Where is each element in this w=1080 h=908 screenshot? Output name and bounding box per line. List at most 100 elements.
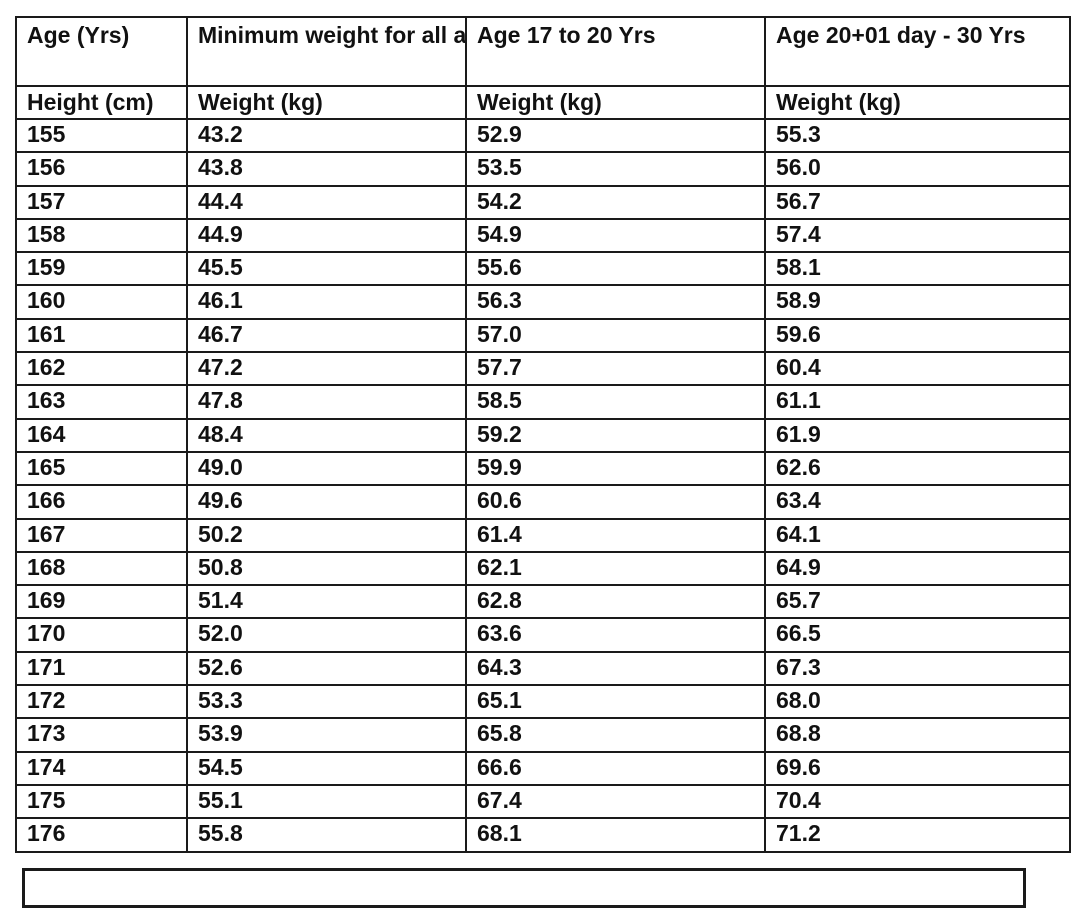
- cell-height: 162: [15, 351, 188, 387]
- cell-min-weight: 49.6: [186, 484, 467, 520]
- cell-weight-20-30: 60.4: [764, 351, 1071, 387]
- cell-weight-17-20: 54.2: [465, 184, 766, 220]
- table-row: 170 52.0 63.6 66.5: [15, 617, 1071, 653]
- cell-weight-20-30: 64.1: [764, 517, 1071, 553]
- cell-weight-17-20: 55.6: [465, 251, 766, 287]
- table-row: 159 45.5 55.6 58.1: [15, 251, 1071, 287]
- cell-min-weight: 49.0: [186, 450, 467, 487]
- table-row: 165 49.0 59.9 62.6: [15, 450, 1071, 487]
- cell-weight-17-20: 54.9: [465, 217, 766, 254]
- cell-height: 176: [15, 817, 188, 853]
- cell-weight-17-20: 65.1: [465, 684, 766, 720]
- cell-weight-17-20: 58.5: [465, 384, 766, 420]
- table-row: 167 50.2 61.4 64.1: [15, 517, 1071, 553]
- table-row: 173 53.9 65.8 68.8: [15, 717, 1071, 753]
- cell-weight-20-30: 70.4: [764, 783, 1071, 820]
- header-weight-kg-17-20: Weight (kg): [465, 85, 766, 120]
- table-row: 155 43.2 52.9 55.3: [15, 117, 1071, 154]
- bottom-box-frame: [22, 868, 1026, 908]
- cell-weight-17-20: 63.6: [465, 617, 766, 653]
- header-height-cm: Height (cm): [15, 85, 188, 120]
- cell-min-weight: 47.8: [186, 384, 467, 420]
- cell-weight-17-20: 57.0: [465, 317, 766, 354]
- table-row: 160 46.1 56.3 58.9: [15, 284, 1071, 320]
- cell-weight-20-30: 56.7: [764, 184, 1071, 220]
- cell-weight-20-30: 67.3: [764, 650, 1071, 687]
- cell-weight-20-30: 63.4: [764, 484, 1071, 520]
- header-row-age: Age (Yrs) Minimum weight for all ages Ag…: [15, 16, 1071, 87]
- table-row: 156 43.8 53.5 56.0: [15, 151, 1071, 187]
- cell-weight-17-20: 59.9: [465, 450, 766, 487]
- cell-min-weight: 55.8: [186, 817, 467, 853]
- cell-weight-17-20: 65.8: [465, 717, 766, 753]
- cell-weight-20-30: 69.6: [764, 750, 1071, 786]
- cell-height: 156: [15, 151, 188, 187]
- cell-height: 173: [15, 717, 188, 753]
- table-row: 174 54.5 66.6 69.6: [15, 750, 1071, 786]
- cell-min-weight: 55.1: [186, 783, 467, 820]
- header-age-17-20: Age 17 to 20 Yrs: [465, 16, 766, 87]
- table-row: 158 44.9 54.9 57.4: [15, 217, 1071, 254]
- cell-min-weight: 45.5: [186, 251, 467, 287]
- cell-height: 166: [15, 484, 188, 520]
- cell-weight-17-20: 62.8: [465, 584, 766, 620]
- cell-weight-17-20: 66.6: [465, 750, 766, 786]
- table-row: 166 49.6 60.6 63.4: [15, 484, 1071, 520]
- cell-height: 175: [15, 783, 188, 820]
- table-row: 157 44.4 54.2 56.7: [15, 184, 1071, 220]
- cell-weight-17-20: 60.6: [465, 484, 766, 520]
- cell-min-weight: 53.3: [186, 684, 467, 720]
- table-row: 162 47.2 57.7 60.4: [15, 351, 1071, 387]
- cell-weight-20-30: 57.4: [764, 217, 1071, 254]
- cell-height: 157: [15, 184, 188, 220]
- table-row: 171 52.6 64.3 67.3: [15, 650, 1071, 687]
- cell-min-weight: 46.7: [186, 317, 467, 354]
- cell-weight-20-30: 58.1: [764, 251, 1071, 287]
- cell-weight-17-20: 57.7: [465, 351, 766, 387]
- cell-weight-17-20: 52.9: [465, 117, 766, 154]
- cell-height: 163: [15, 384, 188, 420]
- cell-min-weight: 52.6: [186, 650, 467, 687]
- cell-weight-20-30: 58.9: [764, 284, 1071, 320]
- cell-height: 158: [15, 217, 188, 254]
- table-row: 164 48.4 59.2 61.9: [15, 417, 1071, 453]
- cell-height: 167: [15, 517, 188, 553]
- cell-min-weight: 43.2: [186, 117, 467, 154]
- cell-min-weight: 54.5: [186, 750, 467, 786]
- cell-height: 169: [15, 584, 188, 620]
- cell-min-weight: 44.9: [186, 217, 467, 254]
- table-row: 175 55.1 67.4 70.4: [15, 783, 1071, 820]
- cell-height: 164: [15, 417, 188, 453]
- cell-weight-20-30: 59.6: [764, 317, 1071, 354]
- cell-height: 168: [15, 550, 188, 587]
- height-weight-table: Age (Yrs) Minimum weight for all ages Ag…: [15, 16, 1071, 853]
- cell-weight-20-30: 61.1: [764, 384, 1071, 420]
- cell-min-weight: 50.8: [186, 550, 467, 587]
- cell-height: 170: [15, 617, 188, 653]
- cell-weight-17-20: 62.1: [465, 550, 766, 587]
- table-body: Age (Yrs) Minimum weight for all ages Ag…: [15, 16, 1071, 853]
- cell-weight-17-20: 53.5: [465, 151, 766, 187]
- cell-weight-20-30: 68.0: [764, 684, 1071, 720]
- cell-min-weight: 50.2: [186, 517, 467, 553]
- cell-weight-17-20: 68.1: [465, 817, 766, 853]
- cell-weight-17-20: 67.4: [465, 783, 766, 820]
- header-minimum-weight: Minimum weight for all ages: [186, 16, 467, 87]
- header-weight-kg-min: Weight (kg): [186, 85, 467, 120]
- table-row: 163 47.8 58.5 61.1: [15, 384, 1071, 420]
- cell-min-weight: 46.1: [186, 284, 467, 320]
- cell-min-weight: 53.9: [186, 717, 467, 753]
- cell-weight-20-30: 65.7: [764, 584, 1071, 620]
- header-age-label: Age (Yrs): [15, 16, 188, 87]
- cell-min-weight: 44.4: [186, 184, 467, 220]
- cell-weight-20-30: 71.2: [764, 817, 1071, 853]
- table-row: 176 55.8 68.1 71.2: [15, 817, 1071, 853]
- cell-min-weight: 48.4: [186, 417, 467, 453]
- cell-weight-20-30: 56.0: [764, 151, 1071, 187]
- cell-height: 155: [15, 117, 188, 154]
- cell-weight-17-20: 59.2: [465, 417, 766, 453]
- table-row: 161 46.7 57.0 59.6: [15, 317, 1071, 354]
- cell-weight-17-20: 64.3: [465, 650, 766, 687]
- header-weight-kg-20-30: Weight (kg): [764, 85, 1071, 120]
- cell-height: 171: [15, 650, 188, 687]
